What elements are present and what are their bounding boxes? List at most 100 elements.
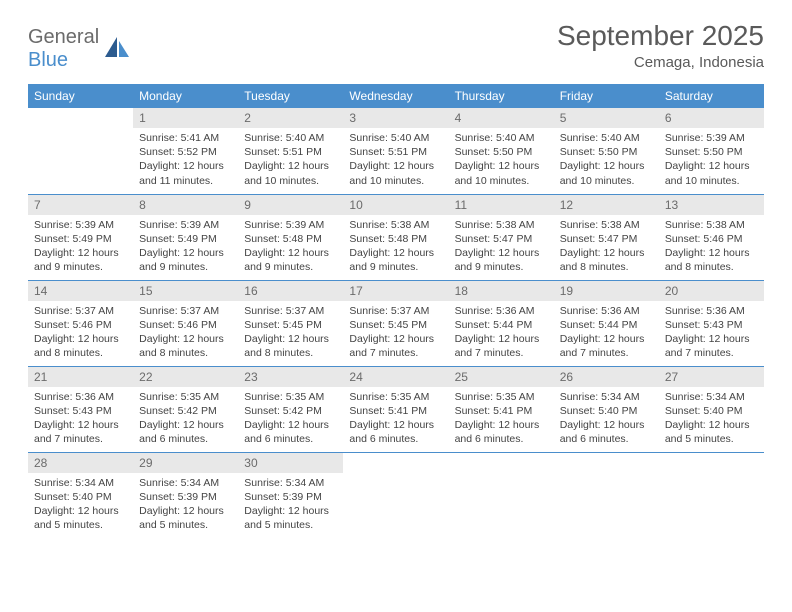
weekday-header: Monday: [133, 84, 238, 108]
logo-word-1: General: [28, 26, 99, 48]
day-body: Sunrise: 5:39 AMSunset: 5:49 PMDaylight:…: [28, 215, 133, 279]
calendar-row: 21Sunrise: 5:36 AMSunset: 5:43 PMDayligh…: [28, 366, 764, 452]
title-block: September 2025 Cemaga, Indonesia: [557, 20, 764, 71]
calendar-body: 1Sunrise: 5:41 AMSunset: 5:52 PMDaylight…: [28, 108, 764, 538]
logo-word-2: Blue: [28, 49, 68, 71]
day-number: 12: [554, 195, 659, 215]
day-body: Sunrise: 5:35 AMSunset: 5:42 PMDaylight:…: [133, 387, 238, 451]
calendar-cell: [343, 452, 448, 538]
day-body: Sunrise: 5:34 AMSunset: 5:39 PMDaylight:…: [238, 473, 343, 537]
day-number: 25: [449, 367, 554, 387]
day-number: 20: [659, 281, 764, 301]
day-number: 3: [343, 108, 448, 128]
calendar-cell: 4Sunrise: 5:40 AMSunset: 5:50 PMDaylight…: [449, 108, 554, 194]
calendar-cell: 20Sunrise: 5:36 AMSunset: 5:43 PMDayligh…: [659, 280, 764, 366]
day-number: 19: [554, 281, 659, 301]
day-number: 28: [28, 453, 133, 473]
calendar-cell: 12Sunrise: 5:38 AMSunset: 5:47 PMDayligh…: [554, 194, 659, 280]
day-number: 14: [28, 281, 133, 301]
day-body: Sunrise: 5:38 AMSunset: 5:48 PMDaylight:…: [343, 215, 448, 279]
sail-icon: [103, 35, 131, 64]
weekday-header: Friday: [554, 84, 659, 108]
calendar-cell: 11Sunrise: 5:38 AMSunset: 5:47 PMDayligh…: [449, 194, 554, 280]
header: General Blue September 2025 Cemaga, Indo…: [28, 20, 764, 72]
day-number: 17: [343, 281, 448, 301]
day-body: Sunrise: 5:36 AMSunset: 5:44 PMDaylight:…: [554, 301, 659, 365]
day-body: Sunrise: 5:39 AMSunset: 5:49 PMDaylight:…: [133, 215, 238, 279]
day-number: 24: [343, 367, 448, 387]
weekday-header: Thursday: [449, 84, 554, 108]
calendar-table: SundayMondayTuesdayWednesdayThursdayFrid…: [28, 84, 764, 538]
calendar-cell: 8Sunrise: 5:39 AMSunset: 5:49 PMDaylight…: [133, 194, 238, 280]
weekday-header: Saturday: [659, 84, 764, 108]
day-body: Sunrise: 5:35 AMSunset: 5:41 PMDaylight:…: [343, 387, 448, 451]
day-number: 27: [659, 367, 764, 387]
calendar-cell: 5Sunrise: 5:40 AMSunset: 5:50 PMDaylight…: [554, 108, 659, 194]
day-number: 5: [554, 108, 659, 128]
calendar-cell: 10Sunrise: 5:38 AMSunset: 5:48 PMDayligh…: [343, 194, 448, 280]
weekday-header: Sunday: [28, 84, 133, 108]
day-body: Sunrise: 5:38 AMSunset: 5:46 PMDaylight:…: [659, 215, 764, 279]
day-number: 22: [133, 367, 238, 387]
weekday-header-row: SundayMondayTuesdayWednesdayThursdayFrid…: [28, 84, 764, 108]
day-number: 18: [449, 281, 554, 301]
day-body: Sunrise: 5:37 AMSunset: 5:45 PMDaylight:…: [343, 301, 448, 365]
day-body: Sunrise: 5:41 AMSunset: 5:52 PMDaylight:…: [133, 128, 238, 192]
page-title: September 2025: [557, 20, 764, 52]
calendar-row: 1Sunrise: 5:41 AMSunset: 5:52 PMDaylight…: [28, 108, 764, 194]
calendar-cell: [449, 452, 554, 538]
day-body: Sunrise: 5:37 AMSunset: 5:46 PMDaylight:…: [28, 301, 133, 365]
calendar-row: 28Sunrise: 5:34 AMSunset: 5:40 PMDayligh…: [28, 452, 764, 538]
day-number: 26: [554, 367, 659, 387]
day-number: 7: [28, 195, 133, 215]
calendar-cell: 16Sunrise: 5:37 AMSunset: 5:45 PMDayligh…: [238, 280, 343, 366]
calendar-cell: [554, 452, 659, 538]
calendar-cell: 26Sunrise: 5:34 AMSunset: 5:40 PMDayligh…: [554, 366, 659, 452]
day-number: 30: [238, 453, 343, 473]
day-body: Sunrise: 5:40 AMSunset: 5:51 PMDaylight:…: [343, 128, 448, 192]
day-number: 4: [449, 108, 554, 128]
day-number: 23: [238, 367, 343, 387]
calendar-cell: 18Sunrise: 5:36 AMSunset: 5:44 PMDayligh…: [449, 280, 554, 366]
day-body: Sunrise: 5:35 AMSunset: 5:42 PMDaylight:…: [238, 387, 343, 451]
logo-text: General Blue: [28, 26, 99, 72]
calendar-row: 7Sunrise: 5:39 AMSunset: 5:49 PMDaylight…: [28, 194, 764, 280]
day-body: Sunrise: 5:34 AMSunset: 5:40 PMDaylight:…: [659, 387, 764, 451]
calendar-cell: 27Sunrise: 5:34 AMSunset: 5:40 PMDayligh…: [659, 366, 764, 452]
day-body: Sunrise: 5:36 AMSunset: 5:43 PMDaylight:…: [28, 387, 133, 451]
day-number: 11: [449, 195, 554, 215]
day-body: Sunrise: 5:38 AMSunset: 5:47 PMDaylight:…: [554, 215, 659, 279]
calendar-cell: 23Sunrise: 5:35 AMSunset: 5:42 PMDayligh…: [238, 366, 343, 452]
day-body: Sunrise: 5:37 AMSunset: 5:45 PMDaylight:…: [238, 301, 343, 365]
day-body: Sunrise: 5:34 AMSunset: 5:40 PMDaylight:…: [28, 473, 133, 537]
day-body: Sunrise: 5:40 AMSunset: 5:51 PMDaylight:…: [238, 128, 343, 192]
calendar-cell: 29Sunrise: 5:34 AMSunset: 5:39 PMDayligh…: [133, 452, 238, 538]
calendar-cell: 28Sunrise: 5:34 AMSunset: 5:40 PMDayligh…: [28, 452, 133, 538]
day-number: 29: [133, 453, 238, 473]
day-body: Sunrise: 5:34 AMSunset: 5:39 PMDaylight:…: [133, 473, 238, 537]
day-number: 9: [238, 195, 343, 215]
calendar-cell: 21Sunrise: 5:36 AMSunset: 5:43 PMDayligh…: [28, 366, 133, 452]
calendar-cell: 14Sunrise: 5:37 AMSunset: 5:46 PMDayligh…: [28, 280, 133, 366]
day-body: Sunrise: 5:40 AMSunset: 5:50 PMDaylight:…: [554, 128, 659, 192]
calendar-cell: 1Sunrise: 5:41 AMSunset: 5:52 PMDaylight…: [133, 108, 238, 194]
calendar-cell: 25Sunrise: 5:35 AMSunset: 5:41 PMDayligh…: [449, 366, 554, 452]
calendar-cell: 13Sunrise: 5:38 AMSunset: 5:46 PMDayligh…: [659, 194, 764, 280]
day-body: Sunrise: 5:36 AMSunset: 5:43 PMDaylight:…: [659, 301, 764, 365]
logo: General Blue: [28, 20, 131, 72]
page: General Blue September 2025 Cemaga, Indo…: [0, 0, 792, 558]
calendar-cell: 3Sunrise: 5:40 AMSunset: 5:51 PMDaylight…: [343, 108, 448, 194]
calendar-cell: 9Sunrise: 5:39 AMSunset: 5:48 PMDaylight…: [238, 194, 343, 280]
day-number: 8: [133, 195, 238, 215]
day-number: 1: [133, 108, 238, 128]
calendar-cell: 6Sunrise: 5:39 AMSunset: 5:50 PMDaylight…: [659, 108, 764, 194]
day-body: Sunrise: 5:40 AMSunset: 5:50 PMDaylight:…: [449, 128, 554, 192]
calendar-cell: 7Sunrise: 5:39 AMSunset: 5:49 PMDaylight…: [28, 194, 133, 280]
day-body: Sunrise: 5:39 AMSunset: 5:50 PMDaylight:…: [659, 128, 764, 192]
calendar-cell: [28, 108, 133, 194]
day-number: 21: [28, 367, 133, 387]
day-body: Sunrise: 5:38 AMSunset: 5:47 PMDaylight:…: [449, 215, 554, 279]
calendar-cell: 15Sunrise: 5:37 AMSunset: 5:46 PMDayligh…: [133, 280, 238, 366]
weekday-header: Wednesday: [343, 84, 448, 108]
day-number: 13: [659, 195, 764, 215]
